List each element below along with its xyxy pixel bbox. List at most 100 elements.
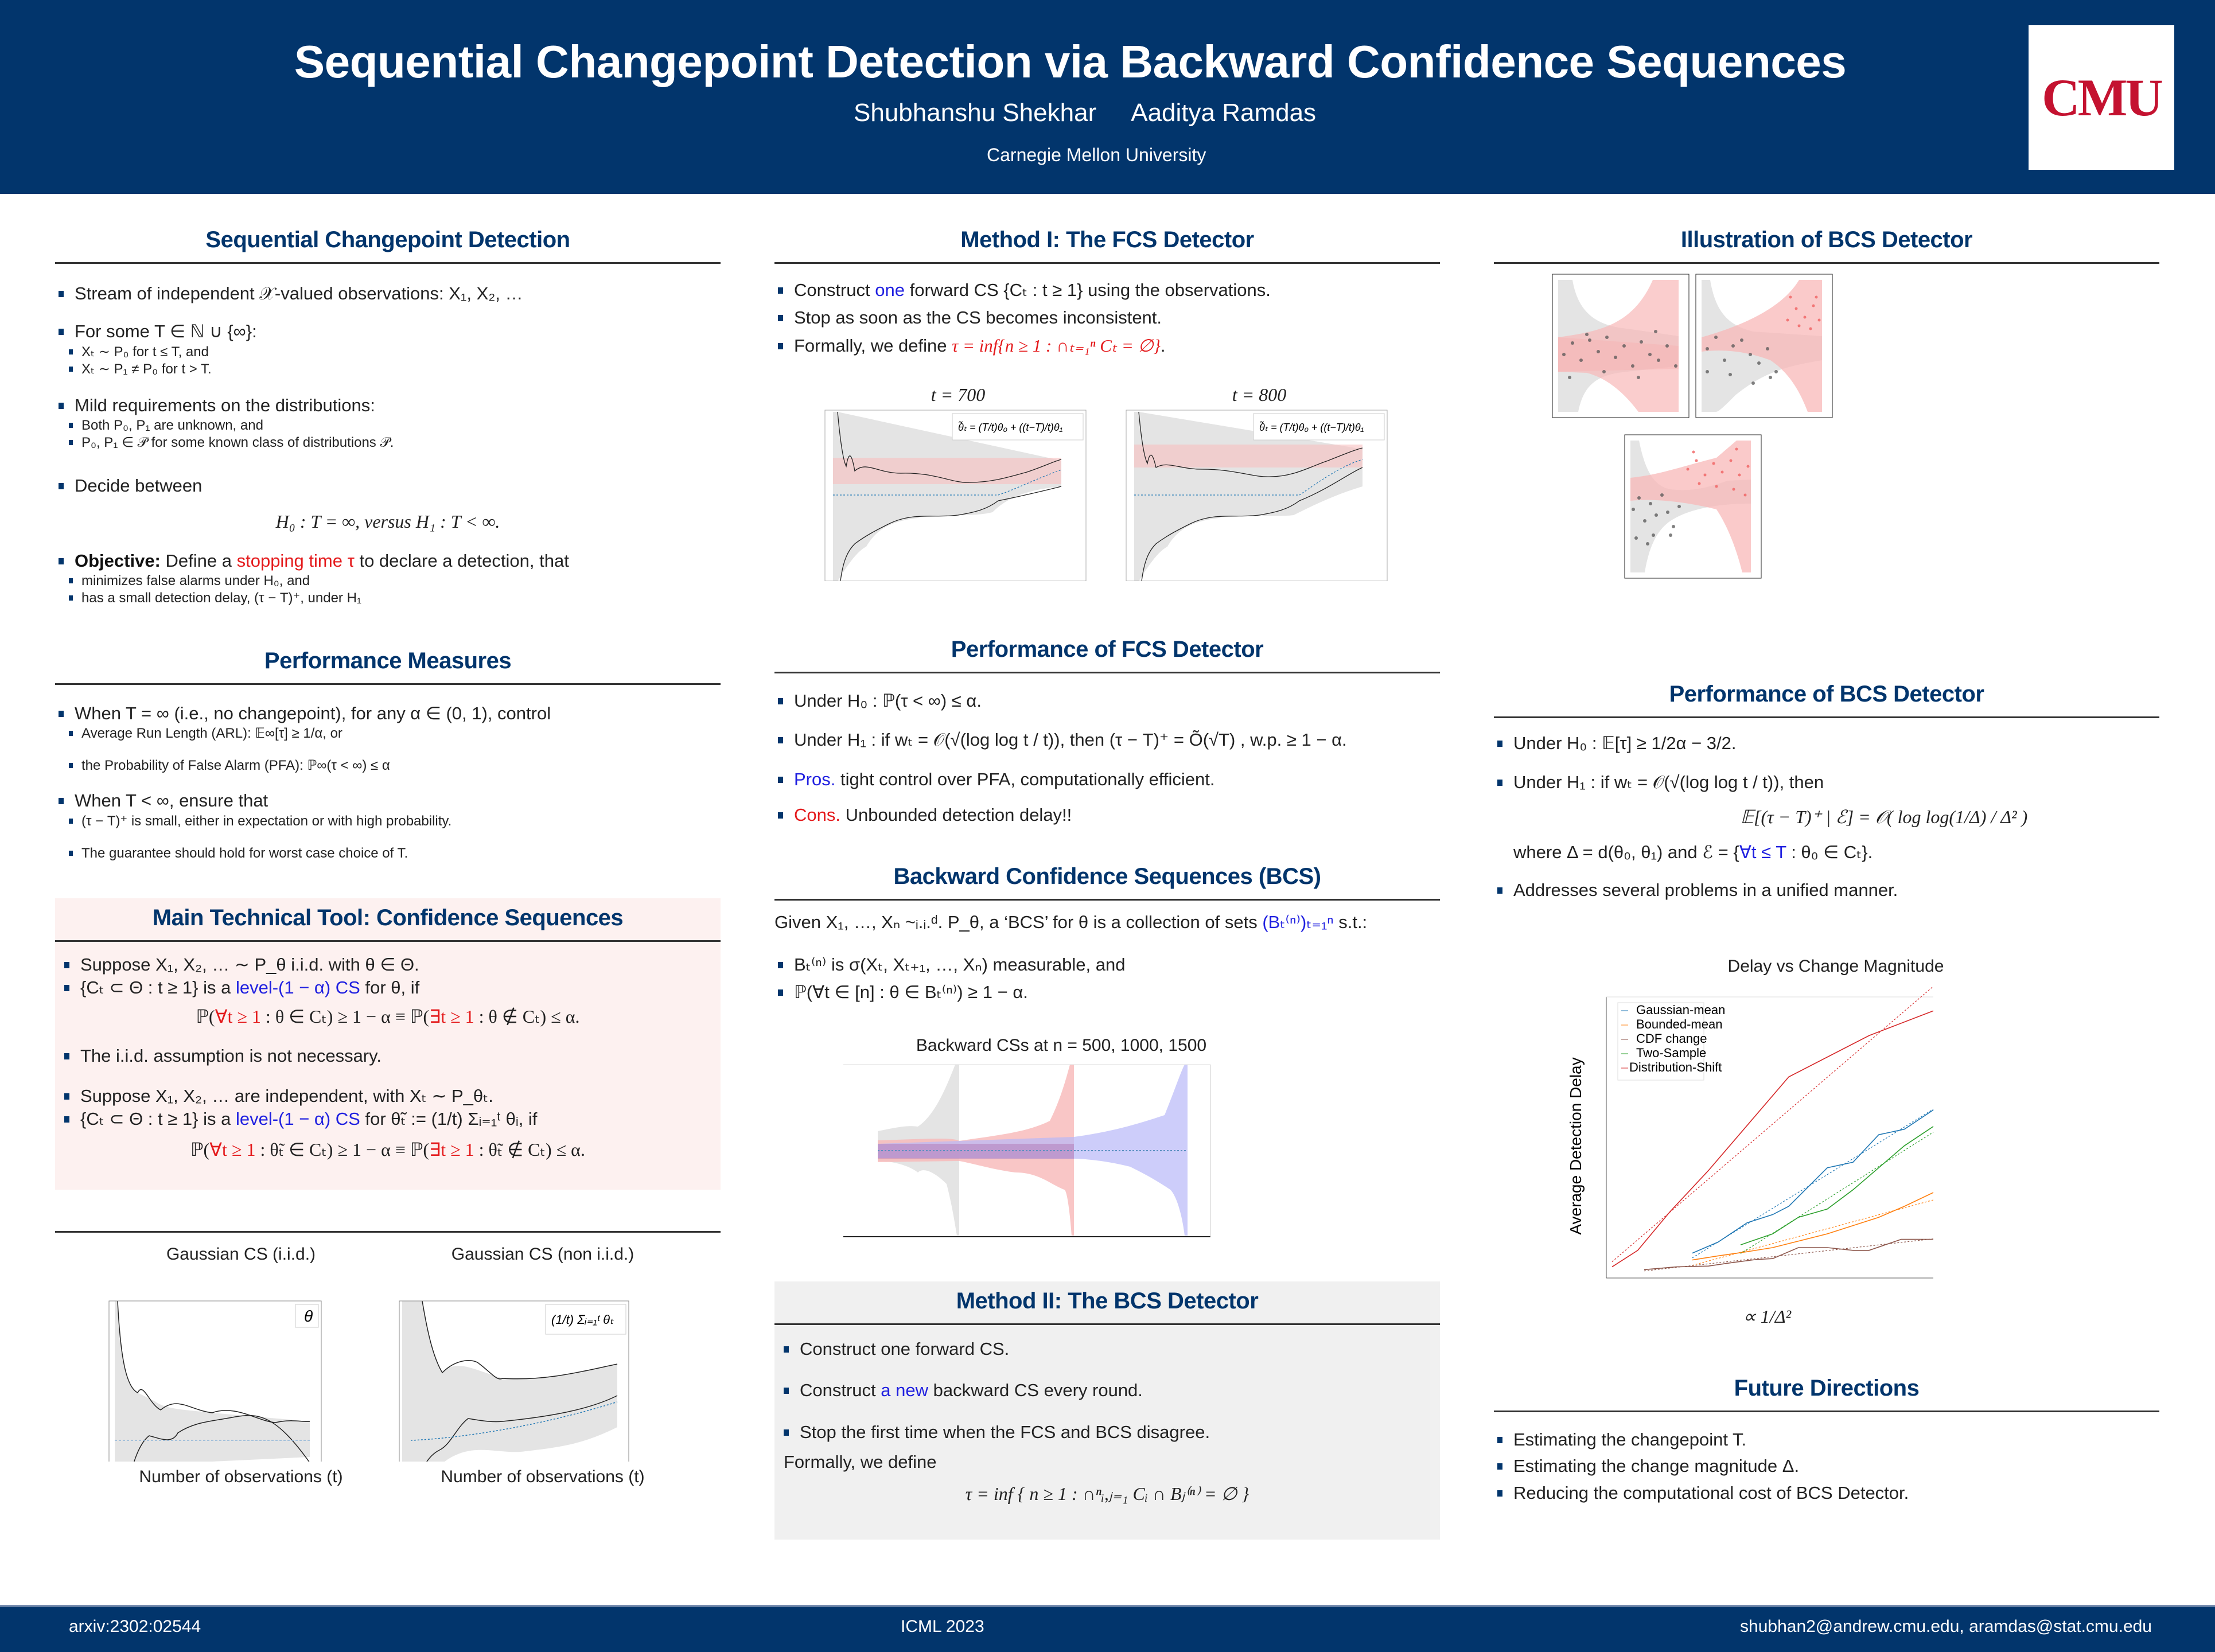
section-confidence-sequences: Main Technical Tool: Confidence Sequence…	[55, 898, 721, 1190]
theta-tilde-line	[1134, 459, 1363, 496]
section-title: Performance of BCS Detector	[1669, 681, 1984, 707]
illustration-panel-1	[1552, 274, 1690, 418]
legend-theta: θ	[304, 1307, 313, 1325]
bcs-stopping-time-equation: τ = inf { n ≥ 1 : ∩ⁿᵢ,ⱼ₌₁ Cᵢ ∩ Bⱼ⁽ⁿ⁾ = ∅…	[965, 1483, 1249, 1504]
section-divider	[55, 940, 721, 942]
observation-points	[1706, 336, 1778, 385]
arxiv-id: arxiv:2302:02544	[69, 1617, 201, 1636]
cs-band	[833, 412, 1061, 581]
bullet: When T < ∞, ensure that	[55, 789, 721, 812]
future-item: Estimating the change magnitude Δ.	[1494, 1455, 2159, 1478]
section-title: Performance of FCS Detector	[951, 637, 1264, 662]
series-trend-line	[1611, 986, 1934, 1263]
section-title: Sequential Changepoint Detection	[205, 227, 570, 252]
fcs-plot-t800: t = 800 θ̃ₜ = (T/t)θ₀ + ((t−T)/t)θ₁	[1122, 384, 1397, 583]
authors: Shubhanshu Shekhar Aaditya Ramdas	[854, 99, 1350, 127]
plot-title: t = 700	[931, 384, 986, 405]
cs-band	[115, 1301, 310, 1490]
x-axis-label: ∝ 1/Δ²	[1742, 1306, 1792, 1327]
legend-box	[952, 413, 1084, 441]
y-axis-label: Average Detection Delay	[1567, 1057, 1585, 1234]
backward-cs-plot: Backward CSs at n = 500, 1000, 1500	[809, 1036, 1314, 1255]
bullet: Suppose X₁, X₂, … ∼ P_θ i.i.d. with θ ∈ …	[61, 953, 721, 976]
bullet: Suppose X₁, X₂, … are independent, with …	[61, 1085, 721, 1108]
cs-upper-bound	[117, 1300, 310, 1423]
section-divider	[55, 683, 721, 685]
future-item: Reducing the computational cost of BCS D…	[1494, 1482, 2159, 1505]
series-trend-line	[1692, 1199, 1934, 1266]
bcs-band	[1134, 445, 1363, 467]
section-title: Method II: The BCS Detector	[956, 1288, 1259, 1314]
section-title: Future Directions	[1734, 1376, 1920, 1401]
sub-bullet: Xₜ ∼ P₀ for t ≤ T, and	[55, 344, 721, 361]
illustration-panel-3	[1624, 434, 1762, 579]
fcs-plot-t800-svg: θ̃ₜ = (T/t)θ₀ + ((t−T)/t)θ₁	[1126, 410, 1388, 582]
bullet: Construct one forward CS.	[780, 1338, 1440, 1361]
bullet: ℙ(∀t ∈ [n] : θ ∈ Bₜ⁽ⁿ⁾) ≥ 1 − α.	[774, 981, 1440, 1004]
gaussian-cs-noniid-svg: (1/t) Σᵢ₌₁ᵗ θₜ	[399, 1300, 629, 1491]
bcs-illustration-panels	[1552, 274, 1833, 579]
section-fcs-performance: Performance of FCS Detector Under H₀ : ℙ…	[774, 637, 1440, 827]
sub-bullet: has a small detection delay, (τ − T)⁺, u…	[55, 590, 721, 607]
legend-label: Distribution-Shift	[1629, 1060, 1722, 1074]
section-bcs-detector: Method II: The BCS Detector Construct on…	[774, 1281, 1440, 1540]
section-divider	[55, 1231, 721, 1233]
plot-title: Backward CSs at n = 500, 1000, 1500	[916, 1036, 1207, 1055]
section-bcs-definition: Backward Confidence Sequences (BCS) Give…	[774, 864, 1440, 1004]
section-bcs-performance: Performance of BCS Detector Under H₀ : 𝔼…	[1494, 681, 2159, 902]
sub-bullet: P₀, P₁ ∈ 𝒫 for some known class of distr…	[55, 434, 721, 451]
x-axis-label: Number of observations (t)	[139, 1467, 343, 1486]
cs-upper-bound	[1138, 411, 1363, 477]
bcs-intro: Given X₁, …, Xₙ ~ᵢ.ᵢ.ᵈ. P_θ, a ‘BCS’ for…	[774, 912, 1368, 932]
series-distribution-shift	[1611, 986, 1934, 1268]
legend-theta-tilde: θ̃ₜ = (T/t)θ₀ + ((t−T)/t)θ₁	[958, 421, 1063, 433]
section-bcs-illustration: Illustration of BCS Detector	[1494, 227, 2159, 264]
legend-box	[545, 1304, 626, 1335]
section-performance-measures: Performance Measures When T = ∞ (i.e., n…	[55, 648, 721, 862]
affiliation: Carnegie Mellon University	[987, 145, 1206, 165]
sub-bullet: the Probability of False Alarm (PFA): ℙ∞…	[55, 757, 721, 774]
bullet: Stream of independent 𝒳-valued observati…	[55, 282, 721, 305]
bullet: Stop the first time when the FCS and BCS…	[780, 1421, 1440, 1444]
section-divider	[774, 899, 1440, 901]
cs-definition-equation: ℙ(∀t ≥ 1 : θ ∈ Cₜ) ≥ 1 − α ≡ ℙ(∃t ≥ 1 : …	[196, 1006, 580, 1027]
legend-label: CDF change	[1636, 1031, 1707, 1046]
bullet: For some T ∈ ℕ ∪ {∞}:	[55, 320, 721, 343]
bcs-band	[833, 458, 1061, 484]
series-trend-line	[1692, 1109, 1934, 1259]
bullet: Pros. tight control over PFA, computatio…	[774, 768, 1440, 791]
sub-bullet: Both P₀, P₁ are unknown, and	[55, 417, 721, 434]
legend-box	[1617, 1002, 1704, 1081]
cs-lower-bound	[126, 1415, 310, 1491]
legend-label: Bounded-mean	[1636, 1017, 1722, 1031]
fcs-stopping-time: τ = inf{n ≥ 1 : ∩ₜ₌₁ⁿ Cₜ = ∅}	[952, 335, 1161, 356]
cs-lower-bound	[840, 486, 1062, 582]
sub-bullet: Xₜ ∼ P₁ ≠ P₀ for t > T.	[55, 361, 721, 378]
author-1: Shubhanshu Shekhar	[854, 99, 1097, 127]
series-trend-line	[1740, 1132, 1934, 1254]
cmu-logo-text: CMU	[2042, 68, 2163, 127]
legend-label: Gaussian-mean	[1636, 1003, 1725, 1017]
bullet: Construct a new backward CS every round.	[780, 1379, 1440, 1402]
bullet: {Cₜ ⊂ Θ : t ≥ 1} is a level-(1 − α) CS f…	[61, 1108, 721, 1131]
plot-title: Gaussian CS (i.i.d.)	[166, 1245, 316, 1264]
hypothesis-equation: H₀ : T = ∞, versus H₁ : T < ∞.	[275, 511, 500, 532]
average-theta-line	[410, 1401, 618, 1441]
poster-title: Sequential Changepoint Detection via Bac…	[294, 36, 1847, 87]
cs-upper-bound	[422, 1300, 618, 1380]
formal-definition-label: Formally, we define	[784, 1451, 937, 1472]
stopping-time-highlight: stopping time τ	[236, 551, 355, 571]
series-line	[1740, 1126, 1934, 1245]
fcs-plot-t700: t = 700 θ̃ₜ = (T/t)θ₀ + ((t−T)/t)θ₁	[820, 384, 1096, 583]
legend-average-theta: (1/t) Σᵢ₌₁ᵗ θₜ	[551, 1312, 614, 1327]
series-line	[1644, 1238, 1933, 1271]
series-line	[1611, 1010, 1934, 1268]
contact-emails: shubhan2@andrew.cmu.edu, aramdas@stat.cm…	[1740, 1617, 2152, 1636]
bullet: Decide between	[55, 474, 721, 497]
section-divider	[1494, 262, 2159, 264]
x-axis-label: Number of observations (t)	[441, 1467, 645, 1486]
chart-title: Delay vs Change Magnitude	[1727, 957, 1944, 976]
poster-header: Sequential Changepoint Detection via Bac…	[0, 0, 2215, 194]
delay-chart: Delay vs Change Magnitude Average Detect…	[1560, 957, 2111, 1327]
section-divider	[1494, 1411, 2159, 1412]
